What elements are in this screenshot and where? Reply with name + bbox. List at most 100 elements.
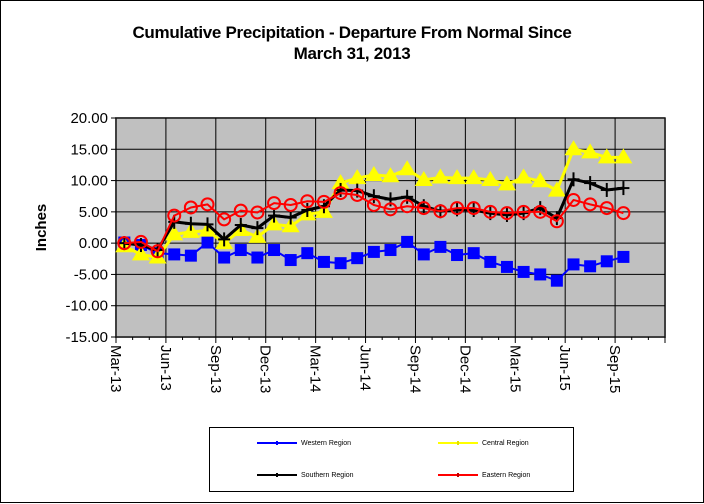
data-point <box>567 258 580 271</box>
data-point <box>183 200 198 215</box>
data-point <box>201 217 214 232</box>
data-point <box>617 181 630 196</box>
data-point <box>384 244 397 257</box>
data-point <box>367 245 380 258</box>
x-tick-label: Sep-14 <box>406 345 423 393</box>
data-point <box>450 201 465 216</box>
data-point <box>281 217 300 233</box>
data-point <box>251 221 264 236</box>
series-group <box>115 140 633 287</box>
data-point <box>517 265 530 278</box>
data-point <box>433 204 448 219</box>
data-point <box>283 197 298 212</box>
data-point <box>350 187 365 202</box>
data-point <box>251 251 264 264</box>
legend-swatch-central <box>438 441 478 445</box>
data-point <box>584 260 597 273</box>
series-eastern-region <box>117 186 631 259</box>
data-point <box>284 254 297 267</box>
legend-swatch-western <box>257 441 297 445</box>
data-point <box>234 244 247 257</box>
data-point <box>316 194 331 209</box>
data-point <box>248 227 267 243</box>
data-point <box>600 182 613 197</box>
legend-swatch-eastern <box>438 473 478 477</box>
data-point <box>200 197 215 212</box>
data-point <box>168 248 181 261</box>
y-tick-label: -10.00 <box>65 298 108 315</box>
data-point <box>451 249 464 262</box>
data-point <box>301 247 314 260</box>
legend-item-southern: Southern Region <box>257 468 354 482</box>
data-point <box>617 250 630 263</box>
data-point <box>614 148 633 164</box>
legend-label-western: Western Region <box>301 439 352 447</box>
data-point <box>499 206 514 221</box>
chart-title-line-1: Cumulative Precipitation - Departure Fro… <box>132 23 572 42</box>
data-point <box>417 248 430 261</box>
data-point <box>398 160 417 176</box>
data-point <box>550 274 563 287</box>
data-point <box>497 175 516 191</box>
y-tick-label: 0.00 <box>79 235 108 252</box>
data-point <box>466 201 481 216</box>
y-tick-label: 10.00 <box>70 173 108 190</box>
data-point <box>531 172 550 188</box>
x-tick-label: Jun-14 <box>357 345 374 391</box>
data-point <box>566 192 581 207</box>
data-point <box>533 204 548 219</box>
data-point <box>549 214 564 229</box>
data-point <box>351 252 364 265</box>
data-point <box>268 208 281 223</box>
y-tick-label: -15.00 <box>65 329 108 346</box>
data-point <box>597 148 616 164</box>
legend: Western Region Central Region Southern R… <box>209 427 574 492</box>
data-point <box>481 170 500 186</box>
y-axis-title: Inches <box>33 204 50 252</box>
data-point <box>218 251 231 264</box>
axes <box>111 117 666 343</box>
data-point <box>401 189 414 204</box>
data-point <box>217 212 232 227</box>
legend-item-central: Central Region <box>438 436 529 450</box>
data-point <box>516 204 531 219</box>
data-point <box>348 169 367 185</box>
chart-title: Cumulative Precipitation - Departure Fro… <box>0 22 704 64</box>
data-point <box>268 244 281 257</box>
data-point <box>434 240 447 253</box>
y-tick-label: 5.00 <box>79 204 108 221</box>
data-point <box>381 167 400 183</box>
data-point <box>500 260 513 273</box>
data-point <box>547 181 566 197</box>
y-tick-label: 20.00 <box>70 110 108 127</box>
data-point <box>331 174 350 190</box>
data-point <box>600 255 613 268</box>
data-point <box>234 217 247 232</box>
data-point <box>131 245 150 261</box>
data-point <box>467 247 480 260</box>
data-point <box>383 202 398 217</box>
data-point <box>564 140 583 156</box>
data-point <box>364 165 383 181</box>
data-point <box>584 176 597 191</box>
legend-label-southern: Southern Region <box>301 471 354 479</box>
data-point <box>267 196 282 211</box>
data-point <box>400 199 415 214</box>
data-point <box>301 202 314 217</box>
data-point <box>464 169 483 185</box>
data-point <box>300 194 315 209</box>
data-point <box>150 244 165 259</box>
series-western-region <box>118 235 630 287</box>
x-tick-label: Dec-13 <box>257 345 274 393</box>
x-tick-label: Jun-13 <box>157 345 174 391</box>
data-point <box>366 197 381 212</box>
data-point <box>581 143 600 159</box>
series-line-eastern-region <box>124 192 624 253</box>
data-point <box>431 168 450 184</box>
data-point <box>416 201 431 216</box>
x-tick-label: Mar-14 <box>307 345 324 393</box>
data-point <box>165 225 184 241</box>
data-point <box>184 216 197 231</box>
y-tick-label: -5.00 <box>74 266 108 283</box>
